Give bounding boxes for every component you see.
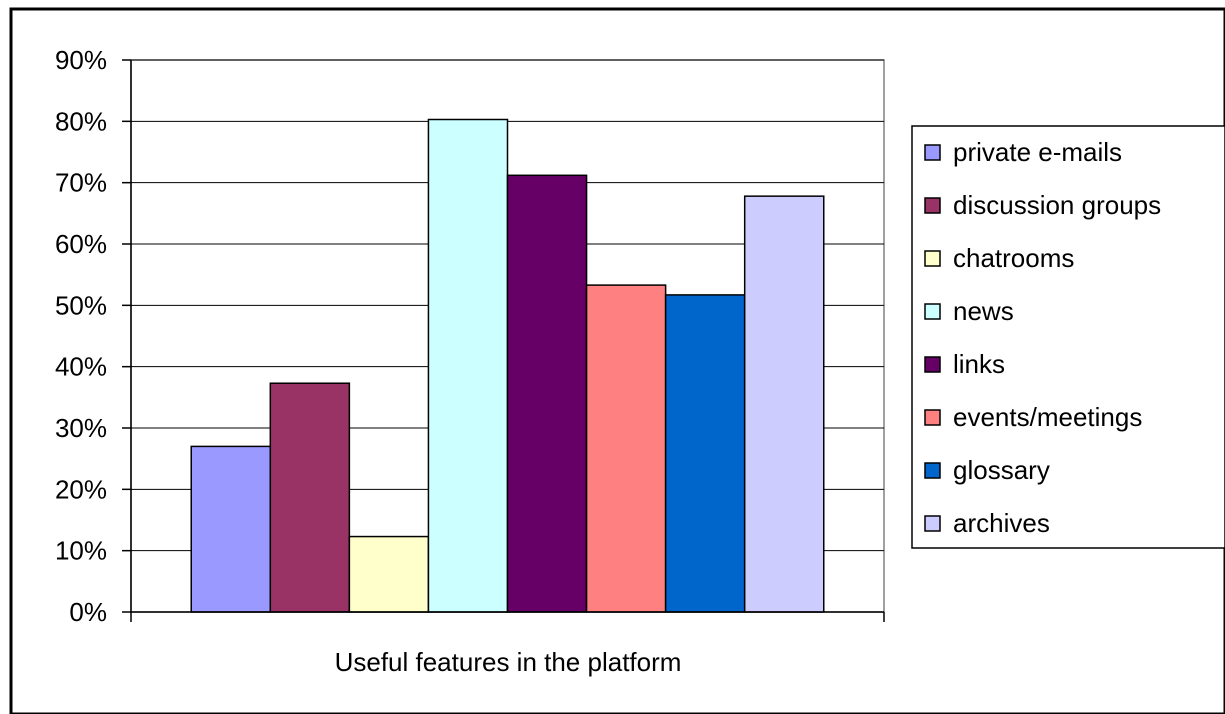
y-tick-label: 60% bbox=[55, 229, 107, 259]
y-tick-label: 50% bbox=[55, 290, 107, 320]
y-tick-label: 0% bbox=[69, 597, 107, 627]
legend-label: glossary bbox=[953, 455, 1050, 485]
legend-label: events/meetings bbox=[953, 402, 1142, 432]
legend-swatch bbox=[924, 250, 941, 267]
y-tick-label: 10% bbox=[55, 536, 107, 566]
bars bbox=[190, 118, 825, 613]
legend-label: news bbox=[953, 296, 1014, 326]
x-axis-title: Useful features in the platform bbox=[335, 647, 682, 677]
bar-archives bbox=[743, 195, 825, 613]
y-tick-label: 20% bbox=[55, 474, 107, 504]
legend-swatch bbox=[924, 515, 941, 532]
bar-glossary bbox=[664, 294, 746, 613]
y-tick-label: 30% bbox=[55, 413, 107, 443]
legend-swatch bbox=[924, 197, 941, 214]
legend-box bbox=[911, 125, 1225, 549]
legend-swatch bbox=[924, 356, 941, 373]
legend-swatch bbox=[924, 409, 941, 426]
legend-label: discussion groups bbox=[953, 190, 1161, 220]
y-tick-label: 90% bbox=[55, 45, 107, 75]
legend-swatch bbox=[924, 462, 941, 479]
legend-label: archives bbox=[953, 508, 1050, 538]
legend-label: links bbox=[953, 349, 1005, 379]
legend-label: chatrooms bbox=[953, 243, 1074, 273]
legend: private e-mails discussion groups chatroom… bbox=[911, 125, 1225, 549]
bar-private-e-mails bbox=[190, 445, 272, 613]
legend-swatch bbox=[924, 303, 941, 320]
legend-label: private e-mails bbox=[953, 137, 1122, 167]
bar-links bbox=[506, 174, 588, 613]
y-axis: 0% 10% 20% 30% 40% 50% 60% 70% 80% 90% bbox=[55, 45, 885, 627]
bar-chatrooms bbox=[348, 535, 430, 613]
bar-events-meetings bbox=[585, 284, 667, 613]
legend-swatch bbox=[924, 144, 941, 161]
bar-news bbox=[427, 118, 509, 613]
y-tick-label: 80% bbox=[55, 106, 107, 136]
y-tick-label: 70% bbox=[55, 168, 107, 198]
y-tick-label: 40% bbox=[55, 352, 107, 382]
bar-discussion-groups bbox=[269, 382, 351, 613]
